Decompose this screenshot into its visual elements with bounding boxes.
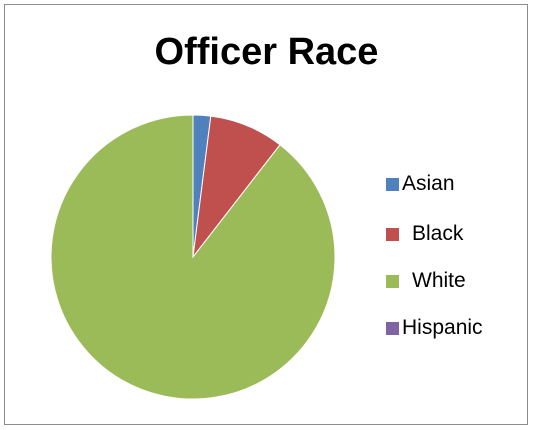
chart-title: Officer Race xyxy=(154,31,379,73)
legend-label-asian: Asian xyxy=(402,172,455,195)
legend-item-asian: Asian xyxy=(386,172,455,196)
pie-slice-white xyxy=(50,114,336,400)
legend-label-black: Black xyxy=(412,222,464,245)
legend-swatch-hispanic xyxy=(386,321,399,335)
legend-item-hispanic: Hispanic xyxy=(386,316,483,340)
legend-swatch-asian xyxy=(386,177,399,191)
pie-slices xyxy=(50,114,336,400)
legend-item-black: Black xyxy=(386,222,463,246)
legend-swatch-white xyxy=(386,274,399,288)
legend-swatch-black xyxy=(386,227,399,241)
legend-label-hispanic: Hispanic xyxy=(402,316,483,339)
legend-item-white: White xyxy=(386,269,466,293)
legend-label-white: White xyxy=(412,269,466,292)
